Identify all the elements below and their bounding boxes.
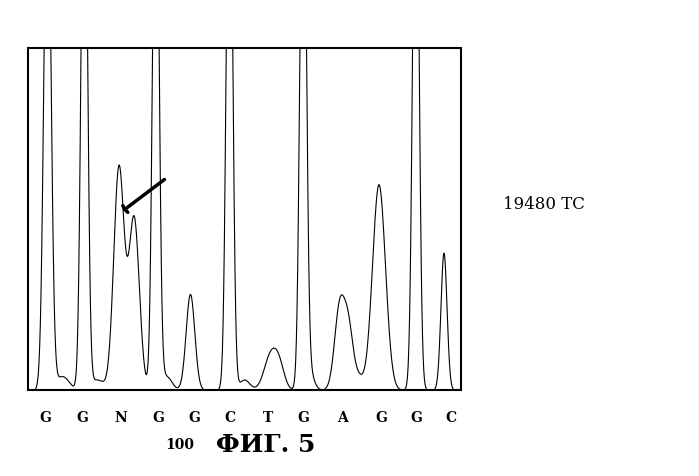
Text: N: N	[115, 411, 127, 425]
Text: 100: 100	[165, 438, 194, 452]
Text: G: G	[152, 411, 164, 425]
Text: G: G	[297, 411, 309, 425]
Text: G: G	[76, 411, 88, 425]
Text: G: G	[375, 411, 387, 425]
Text: 19480 TC: 19480 TC	[503, 196, 585, 213]
Text: G: G	[410, 411, 421, 425]
Text: G: G	[189, 411, 201, 425]
Text: C: C	[445, 411, 456, 425]
Text: G: G	[39, 411, 51, 425]
Text: A: A	[337, 411, 347, 425]
Text: ФИГ. 5: ФИГ. 5	[216, 433, 315, 457]
Text: C: C	[224, 411, 235, 425]
Text: T: T	[264, 411, 273, 425]
